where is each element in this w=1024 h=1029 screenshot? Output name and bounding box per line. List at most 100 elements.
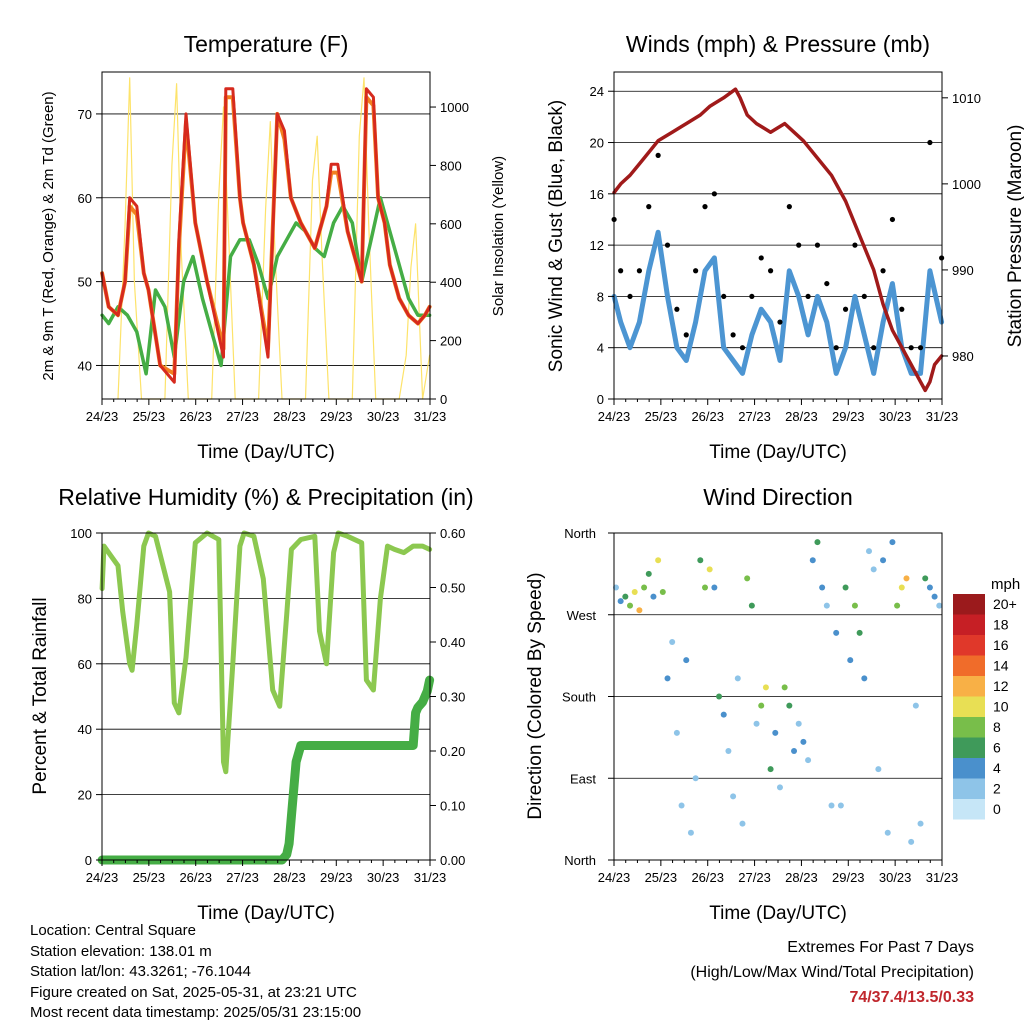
direction-point (791, 748, 798, 754)
direction-point (898, 584, 905, 591)
winds-xtick-label: 26/23 (691, 409, 724, 424)
direction-point (739, 820, 746, 827)
humidity-xlabel: Time (Day/UTC) (197, 903, 335, 924)
temp-2m-line (100, 87, 432, 384)
direction-point (837, 802, 844, 809)
winds-xtick-label: 25/23 (645, 409, 678, 424)
direction-ytick-label: West (567, 608, 597, 623)
winds-xlabel: Time (Day/UTC) (709, 442, 847, 463)
temperature-ytick-right-label: 800 (440, 158, 462, 173)
gust-point (693, 268, 699, 274)
direction-point (772, 729, 779, 736)
gust-point (927, 139, 933, 146)
direction-point (926, 584, 933, 591)
colorbar-swatch (953, 614, 985, 635)
humidity-ytick-label: 60 (78, 657, 92, 672)
direction-xtick-label: 25/23 (645, 870, 678, 885)
humidity-ytick-label: 40 (78, 722, 92, 737)
direction-title: Wind Direction (703, 484, 853, 510)
direction-point (720, 711, 727, 718)
direction-point (936, 602, 943, 609)
station-info: Location: Central Square Station elevati… (30, 921, 361, 1024)
colorbar-label: 18 (993, 617, 1009, 633)
temperature-xlabel: Time (Day/UTC) (197, 442, 335, 463)
temperature-xtick-label: 28/23 (273, 409, 306, 424)
direction-point (683, 657, 690, 664)
temperature-xtick-label: 26/23 (179, 409, 212, 424)
direction-point (823, 602, 830, 609)
temperature-ytick-label: 50 (78, 275, 92, 290)
station-elevation: Station elevation: 138.01 m (30, 942, 212, 960)
colorbar-swatch (953, 696, 985, 717)
direction-point (922, 575, 929, 582)
direction-point (664, 675, 671, 682)
humidity-xtick-label: 27/23 (226, 870, 259, 885)
station-location: Location: Central Square (30, 922, 196, 939)
gust-point (908, 345, 914, 351)
temperature-xtick-label: 30/23 (367, 409, 400, 424)
temperature-yticks-left: 40 50 60 70 (78, 107, 102, 373)
humidity-ylabel-left: Percent & Total Rainfall (30, 597, 51, 794)
direction-point (786, 702, 793, 709)
temperature-ytick-label: 70 (78, 107, 92, 122)
direction-ylabel-left: Direction (Colored By Speed) (525, 572, 546, 819)
most-recent-timestamp: Most recent data timestamp: 2025/05/31 2… (30, 1004, 362, 1021)
direction-point (641, 584, 648, 591)
gust-point (711, 191, 717, 197)
direction-point (748, 602, 755, 609)
colorbar-label: 2 (993, 781, 1001, 797)
humidity-yticks-left: 0 20 40 60 80 100 (70, 526, 102, 868)
direction-point (725, 748, 732, 754)
gust-point (702, 204, 708, 210)
direction-point (856, 629, 863, 636)
colorbar-swatch (953, 737, 985, 758)
gust-point (749, 293, 755, 300)
direction-xtick-label: 26/23 (691, 870, 724, 885)
winds-ytick-label: 20 (590, 136, 604, 151)
humidity-ytick-right-label: 0.40 (440, 635, 465, 650)
humidity-xtick-label: 28/23 (273, 870, 306, 885)
colorbar-label: 8 (993, 719, 1001, 735)
direction-xticks: 24/23 25/23 26/23 27/23 28/23 29/23 30/23 31/23 (598, 860, 958, 885)
gust-point (627, 293, 633, 300)
colorbar-label: 10 (993, 699, 1009, 715)
direction-plot (612, 539, 943, 845)
direction-point (931, 593, 938, 600)
winds-title: Winds (mph) & Pressure (mb) (626, 31, 930, 57)
humidity-xtick-label: 31/23 (414, 870, 447, 885)
humidity-ytick-right-label: 0.30 (440, 690, 465, 705)
direction-point (734, 675, 741, 682)
gust-point (664, 242, 671, 248)
direction-point (828, 802, 835, 809)
direction-point (655, 557, 662, 564)
colorbar-label: 4 (993, 760, 1001, 776)
temperature-ytick-right-label: 1000 (440, 100, 469, 115)
direction-point (716, 693, 723, 700)
direction-point (697, 557, 704, 564)
direction-point (875, 766, 882, 773)
gust-point (852, 242, 858, 248)
direction-point (865, 548, 872, 555)
direction-point (692, 775, 699, 782)
direction-grid (614, 532, 942, 861)
colorbar-swatch (953, 799, 985, 820)
temperature-yticks-right: 0 200 400 600 800 1000 (430, 100, 469, 407)
colorbar-swatch (953, 717, 985, 738)
winds-xtick-label: 27/23 (738, 409, 771, 424)
gust-point (805, 293, 811, 300)
direction-point (833, 629, 840, 636)
winds-panel: Winds (mph) & Pressure (mb) 04812162024 … (546, 31, 1024, 463)
extremes-value: 74/37.4/13.5/0.33 (849, 989, 974, 1006)
temperature-ytick-label: 40 (78, 358, 92, 373)
gust-point (824, 280, 830, 287)
direction-point (814, 539, 821, 546)
colorbar-swatch (953, 655, 985, 676)
gust-point (889, 216, 896, 223)
winds-ylabel-left: Sonic Wind & Gust (Blue, Black) (546, 100, 567, 372)
humidity-xticks: 24/23 25/23 26/23 27/23 28/23 29/23 30/23 31/23 (86, 860, 447, 885)
direction-ytick-label: South (562, 690, 596, 705)
colorbar-swatch (953, 758, 985, 779)
gust-point (721, 293, 727, 300)
direction-point (851, 602, 858, 609)
direction-point (659, 589, 666, 596)
